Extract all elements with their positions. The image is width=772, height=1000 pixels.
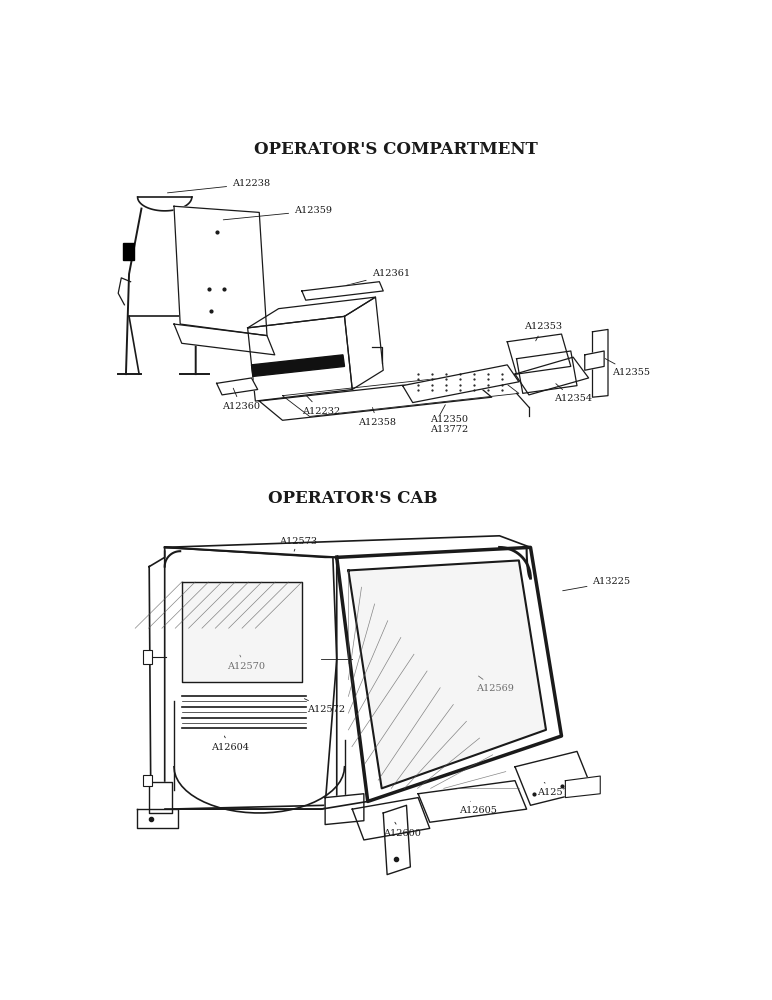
Polygon shape — [259, 378, 492, 420]
Polygon shape — [302, 282, 383, 300]
Text: A12353: A12353 — [524, 322, 563, 341]
Polygon shape — [592, 329, 608, 397]
Text: A12605: A12605 — [459, 801, 497, 815]
Polygon shape — [418, 781, 527, 822]
Text: A12360: A12360 — [222, 388, 260, 411]
Polygon shape — [174, 206, 267, 336]
Text: A12570: A12570 — [227, 655, 265, 671]
Bar — [143, 774, 152, 786]
Polygon shape — [181, 582, 302, 682]
Polygon shape — [507, 334, 571, 374]
Polygon shape — [283, 373, 519, 416]
Polygon shape — [403, 365, 519, 403]
Text: OPERATOR'S COMPARTMENT: OPERATOR'S COMPARTMENT — [254, 141, 537, 158]
Polygon shape — [149, 547, 337, 809]
Text: A13225: A13225 — [563, 578, 631, 591]
Text: A12573: A12573 — [279, 537, 317, 551]
Text: A12569: A12569 — [476, 676, 514, 693]
Text: A12355: A12355 — [605, 358, 650, 377]
Polygon shape — [137, 809, 178, 828]
Text: A12354: A12354 — [554, 384, 592, 403]
Text: A12359: A12359 — [223, 206, 332, 220]
Polygon shape — [337, 547, 561, 801]
Text: A12232: A12232 — [302, 395, 340, 416]
Polygon shape — [164, 536, 530, 557]
Polygon shape — [383, 805, 411, 875]
Polygon shape — [565, 776, 601, 798]
Text: A12361: A12361 — [340, 269, 410, 287]
Polygon shape — [515, 751, 592, 805]
Polygon shape — [348, 560, 546, 788]
FancyBboxPatch shape — [123, 243, 134, 260]
Polygon shape — [149, 782, 172, 813]
Text: A12600: A12600 — [383, 822, 421, 838]
Polygon shape — [352, 798, 430, 840]
Polygon shape — [515, 357, 588, 395]
Text: A12604: A12604 — [212, 736, 249, 752]
Polygon shape — [516, 351, 577, 393]
Text: A12238: A12238 — [168, 179, 270, 193]
Text: A12358: A12358 — [358, 408, 397, 427]
Polygon shape — [325, 794, 364, 825]
Bar — [143, 650, 152, 664]
Text: A12350
A13772: A12350 A13772 — [430, 415, 468, 434]
Polygon shape — [248, 297, 375, 328]
Polygon shape — [217, 378, 258, 395]
Polygon shape — [248, 316, 352, 401]
Polygon shape — [584, 351, 604, 370]
Text: A12572: A12572 — [304, 699, 345, 714]
Text: A12571: A12571 — [537, 782, 575, 797]
Polygon shape — [174, 324, 275, 355]
Text: OPERATOR'S CAB: OPERATOR'S CAB — [268, 490, 437, 507]
Polygon shape — [252, 355, 344, 376]
Polygon shape — [344, 297, 383, 389]
